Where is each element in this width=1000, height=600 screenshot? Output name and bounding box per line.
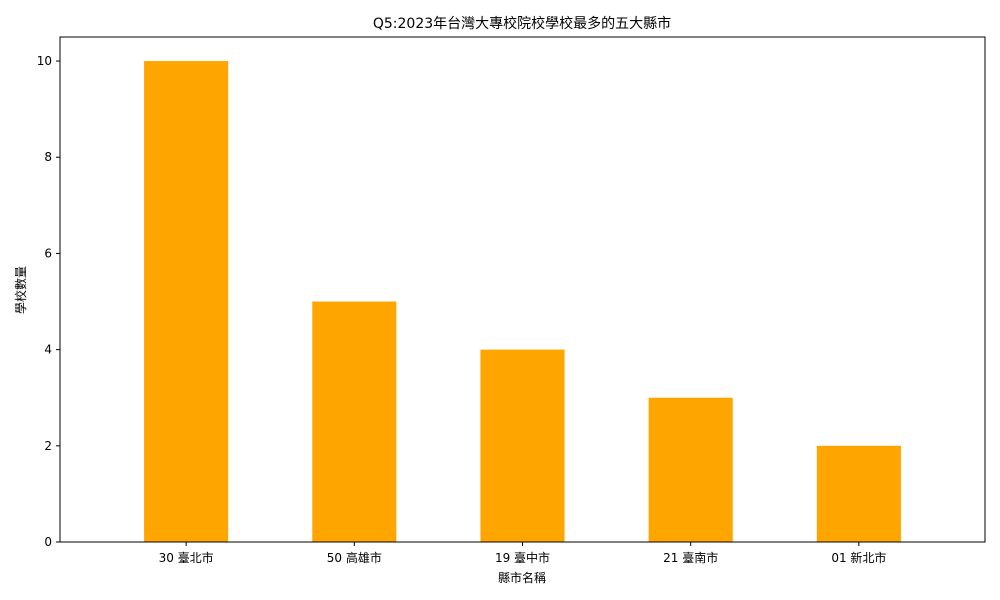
y-tick-label: 8 (44, 150, 52, 164)
x-axis: 30 臺北市 50 高雄市 19 臺中市 21 臺南市 01 新北市 (159, 542, 886, 565)
y-axis-label: 學校數量 (13, 266, 28, 314)
bar-2 (480, 349, 565, 542)
bar-0 (144, 61, 229, 543)
bar-1 (312, 301, 397, 542)
x-tick-label: 19 臺中市 (495, 550, 550, 565)
bars-group (144, 61, 901, 543)
bar-3 (648, 397, 733, 542)
x-tick-label: 21 臺南市 (663, 550, 718, 565)
x-tick-label: 30 臺北市 (159, 550, 214, 565)
y-tick-label: 0 (44, 535, 52, 549)
x-tick-label: 01 新北市 (831, 550, 886, 565)
y-tick-label: 6 (44, 246, 52, 260)
x-axis-label: 縣市名稱 (498, 570, 546, 585)
y-tick-label: 10 (37, 54, 52, 68)
y-tick-label: 2 (44, 439, 52, 453)
chart-title: Q5:2023年台灣大專校院校學校最多的五大縣市 (373, 15, 671, 32)
x-tick-label: 50 高雄市 (327, 550, 382, 565)
y-tick-label: 4 (44, 343, 52, 357)
plot-frame (59, 36, 986, 543)
y-axis: 0 2 4 6 8 10 (37, 54, 60, 549)
bar-4 (816, 445, 901, 542)
